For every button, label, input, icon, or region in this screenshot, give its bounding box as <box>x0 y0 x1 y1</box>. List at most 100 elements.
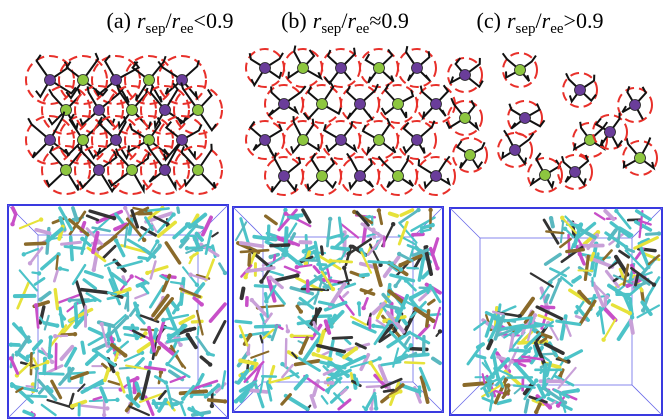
bead <box>302 249 306 253</box>
bead <box>123 281 127 285</box>
bond <box>631 320 633 333</box>
core <box>160 165 171 176</box>
bead <box>354 346 358 350</box>
core <box>279 99 290 110</box>
panel-title: (a)rsep/ree<0.9 <box>107 8 234 37</box>
core <box>61 105 72 116</box>
bead <box>577 290 581 294</box>
bead <box>438 329 442 333</box>
core <box>336 63 347 74</box>
bond <box>195 250 202 251</box>
bond <box>369 262 393 263</box>
bead <box>431 319 435 323</box>
core <box>355 99 366 110</box>
core <box>298 135 309 146</box>
bead <box>10 222 14 226</box>
bead <box>614 209 618 213</box>
bead <box>55 323 59 327</box>
core <box>374 63 385 74</box>
expression-part: ≈0.9 <box>369 8 409 33</box>
bond <box>329 319 331 326</box>
core <box>374 135 385 146</box>
bead <box>295 265 299 269</box>
bead <box>397 252 401 256</box>
bond <box>591 253 593 260</box>
subscript: ee <box>180 21 194 37</box>
bead <box>416 208 420 212</box>
bead <box>295 216 299 220</box>
bead <box>45 360 49 364</box>
bead <box>127 287 131 291</box>
bead <box>328 217 332 221</box>
bead <box>409 343 413 347</box>
bond <box>546 295 549 301</box>
bond <box>207 354 213 356</box>
bead <box>223 399 227 403</box>
bead <box>558 278 562 282</box>
panel-label: (b) <box>281 8 307 33</box>
bond <box>333 337 352 338</box>
bead <box>578 252 582 256</box>
bead <box>115 371 119 375</box>
bond <box>236 321 251 322</box>
bead <box>192 235 196 239</box>
bead <box>178 343 182 347</box>
bead <box>546 392 550 396</box>
bead <box>490 400 494 404</box>
simulation-boxes <box>8 205 662 418</box>
core <box>279 171 290 182</box>
bead <box>68 298 72 302</box>
bead <box>299 309 303 313</box>
core <box>78 75 89 86</box>
panel-label: (a) <box>107 8 131 33</box>
core <box>336 135 347 146</box>
core <box>635 153 646 164</box>
expression-part: <0.9 <box>194 8 234 33</box>
bead <box>154 328 158 332</box>
bead <box>574 310 578 314</box>
core <box>317 99 328 110</box>
core <box>45 135 56 146</box>
bead <box>73 332 77 336</box>
bond <box>81 376 82 382</box>
bead <box>430 223 434 227</box>
bead <box>346 374 350 378</box>
bead <box>576 388 580 392</box>
bead <box>652 282 656 286</box>
bead <box>50 360 54 364</box>
bead <box>135 376 139 380</box>
bond <box>321 247 322 254</box>
bead <box>382 319 386 323</box>
bead <box>524 345 528 349</box>
core <box>193 165 204 176</box>
bead <box>409 296 413 300</box>
bond <box>330 261 351 262</box>
bead <box>142 238 146 242</box>
bond <box>302 289 328 290</box>
figure: (a)rsep/ree<0.9(b)rsep/ree≈0.9(c)rsep/re… <box>0 0 670 420</box>
bead <box>9 356 13 360</box>
bead <box>155 239 159 243</box>
bead <box>80 237 84 241</box>
bead <box>548 405 552 409</box>
bead <box>630 315 634 319</box>
bond <box>40 373 63 374</box>
bead <box>53 334 57 338</box>
core <box>61 165 72 176</box>
bead <box>286 329 290 333</box>
bead <box>28 261 32 265</box>
subscript: sep <box>516 21 536 37</box>
bond <box>546 231 563 233</box>
bead <box>368 361 372 365</box>
bead <box>280 362 284 366</box>
bead <box>398 389 402 393</box>
core <box>127 165 138 176</box>
core <box>160 105 171 116</box>
bead <box>506 357 510 361</box>
bead <box>657 231 661 235</box>
bead <box>186 333 190 337</box>
bead <box>39 217 43 221</box>
bead <box>223 271 227 275</box>
bond <box>241 250 268 252</box>
bead <box>571 279 575 283</box>
